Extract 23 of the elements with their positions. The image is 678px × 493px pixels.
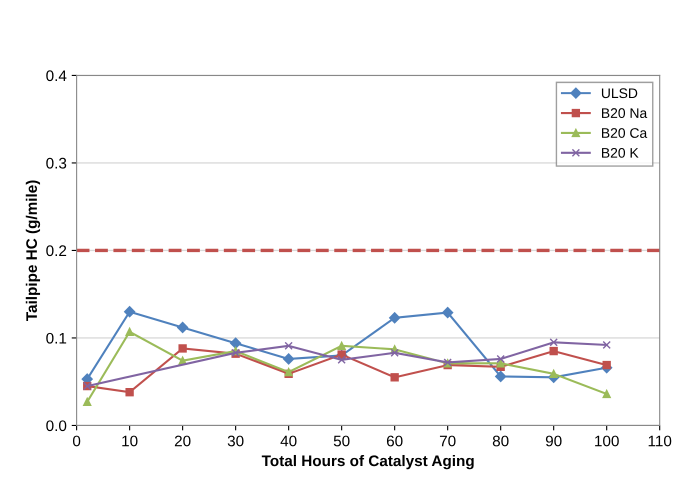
x-tick-label: 40 bbox=[280, 436, 297, 446]
legend-label: ULSD bbox=[602, 88, 638, 98]
x-tick-label: 30 bbox=[228, 436, 244, 446]
x-tick-label: 50 bbox=[334, 436, 350, 446]
x-tick-label: 20 bbox=[174, 436, 191, 446]
legend-label: B20 Na bbox=[602, 108, 648, 118]
x-tick-label: 70 bbox=[440, 436, 456, 446]
y-tick-label: 0.4 bbox=[46, 70, 66, 82]
x-tick-label: 100 bbox=[595, 436, 619, 446]
x-tick-label: 90 bbox=[546, 436, 562, 446]
x-tick-label: 110 bbox=[648, 436, 672, 446]
y-tick-label: 0.3 bbox=[46, 158, 66, 169]
x-tick-label: 10 bbox=[122, 436, 138, 446]
x-tick-label: 80 bbox=[492, 436, 509, 446]
y-tick-label: 0.0 bbox=[46, 420, 66, 432]
legend-label: B20 Ca bbox=[602, 128, 648, 138]
y-axis-title: Tailpipe HC (g/mile) bbox=[26, 180, 40, 322]
x-tick-label: 0 bbox=[72, 436, 80, 446]
x-tick-label: 60 bbox=[386, 436, 403, 446]
y-tick-label: 0.2 bbox=[46, 245, 66, 256]
y-tick-label: 0.1 bbox=[46, 332, 66, 344]
x-axis-title: Total Hours of Catalyst Aging bbox=[262, 454, 474, 470]
legend-label: B20 K bbox=[602, 148, 639, 158]
